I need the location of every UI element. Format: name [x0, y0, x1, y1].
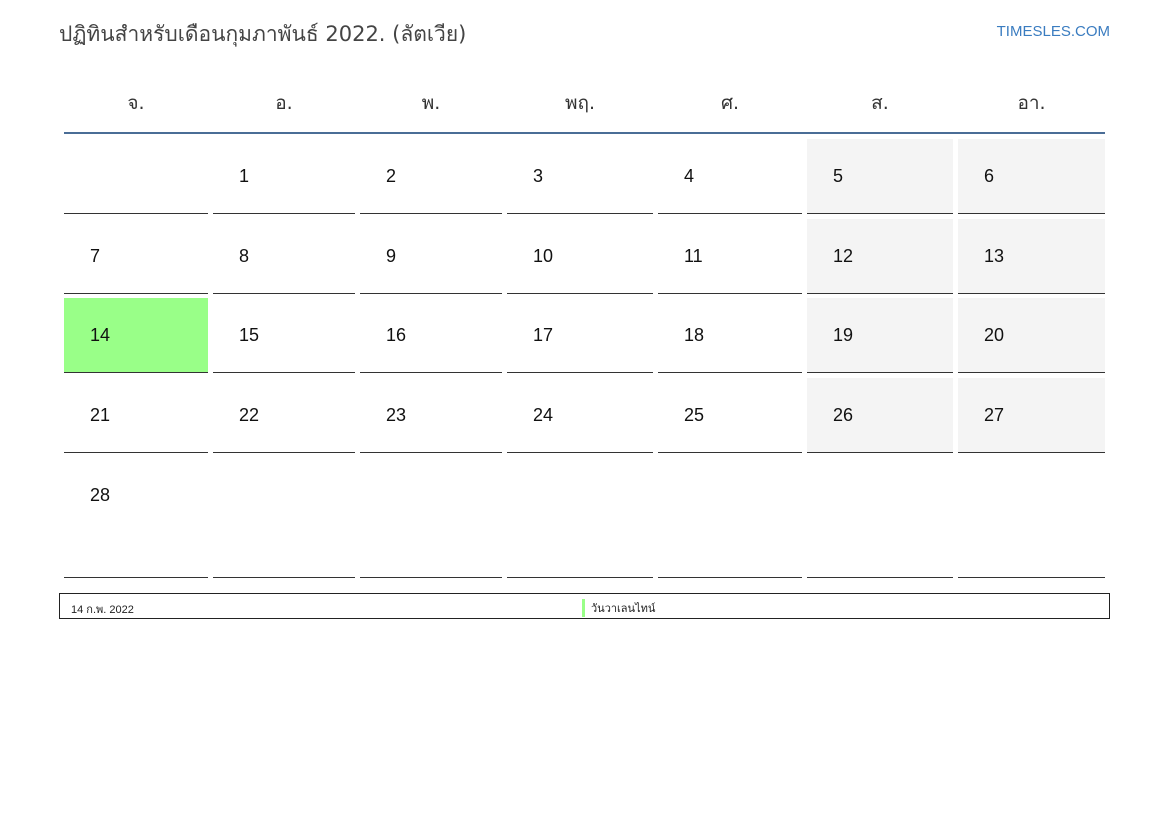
- day-number: 24: [533, 405, 554, 425]
- day-number: 16: [386, 325, 407, 345]
- day-number: 28: [90, 485, 111, 505]
- day-cell[interactable]: 8: [213, 219, 355, 294]
- weekday-header: อา.: [1017, 92, 1046, 114]
- day-cell[interactable]: 13: [958, 219, 1105, 294]
- day-number: 1: [239, 166, 250, 186]
- weekday-header: พ.: [421, 92, 441, 114]
- day-number: 6: [984, 166, 995, 186]
- day-cell[interactable]: 25: [658, 378, 802, 453]
- day-number: 18: [684, 325, 705, 345]
- legend-holiday: วันวาเลนไทน์: [582, 599, 655, 617]
- day-cell[interactable]: 9: [360, 219, 502, 294]
- day-number: 27: [984, 405, 1005, 425]
- day-cell[interactable]: 27: [958, 378, 1105, 453]
- day-number: 9: [386, 246, 397, 266]
- day-cell[interactable]: 26: [807, 378, 953, 453]
- day-cell[interactable]: 23: [360, 378, 502, 453]
- day-number: 10: [533, 246, 554, 266]
- day-cell[interactable]: 22: [213, 378, 355, 453]
- day-cell[interactable]: 19: [807, 298, 953, 373]
- day-cell[interactable]: 3: [507, 139, 653, 214]
- day-cell: [64, 139, 208, 214]
- day-cell[interactable]: 17: [507, 298, 653, 373]
- day-cell[interactable]: 10: [507, 219, 653, 294]
- day-number: 3: [533, 166, 544, 186]
- day-number: 2: [386, 166, 397, 186]
- weekday-header: พฤ.: [564, 92, 596, 114]
- day-number: 20: [984, 325, 1005, 345]
- day-number: 13: [984, 246, 1005, 266]
- day-cell[interactable]: 2: [360, 139, 502, 214]
- day-cell[interactable]: 12: [807, 219, 953, 294]
- day-cell[interactable]: 21: [64, 378, 208, 453]
- brand-link[interactable]: TIMESLES.COM: [996, 23, 1110, 40]
- day-cell[interactable]: 5: [807, 139, 953, 214]
- day-cell[interactable]: 15: [213, 298, 355, 373]
- day-cell[interactable]: 6: [958, 139, 1105, 214]
- day-cell: [658, 458, 802, 578]
- day-cell[interactable]: 7: [64, 219, 208, 294]
- day-number: 7: [90, 246, 101, 266]
- day-number: 25: [684, 405, 705, 425]
- day-cell: [507, 458, 653, 578]
- weekday-header: อ.: [275, 92, 293, 114]
- page-title: ปฏิทินสำหรับเดือนกุมภาพันธ์ 2022. (ลัตเว…: [59, 22, 467, 46]
- day-number: 12: [833, 246, 854, 266]
- day-cell[interactable]: 11: [658, 219, 802, 294]
- legend: 14 ก.พ. 2022 วันวาเลนไทน์: [59, 593, 1110, 619]
- day-number: 17: [533, 325, 554, 345]
- day-cell[interactable]: 1: [213, 139, 355, 214]
- day-number: 15: [239, 325, 260, 345]
- day-number: 23: [386, 405, 407, 425]
- header-divider: [64, 132, 1105, 134]
- day-number: 11: [684, 246, 703, 266]
- weekday-header: ศ.: [720, 92, 740, 114]
- day-cell: [807, 458, 953, 578]
- day-cell[interactable]: 18: [658, 298, 802, 373]
- day-cell[interactable]: 24: [507, 378, 653, 453]
- day-number: 19: [833, 325, 854, 345]
- weekday-header: ส.: [871, 92, 889, 114]
- day-cell: [360, 458, 502, 578]
- legend-date: 14 ก.พ. 2022: [71, 604, 134, 616]
- day-number: 8: [239, 246, 250, 266]
- day-number: 22: [239, 405, 260, 425]
- day-cell: [958, 458, 1105, 578]
- day-cell[interactable]: 28: [64, 458, 208, 578]
- day-cell[interactable]: 14: [64, 298, 208, 373]
- day-cell: [213, 458, 355, 578]
- day-number: 4: [684, 166, 695, 186]
- day-number: 14: [90, 325, 111, 345]
- day-cell[interactable]: 20: [958, 298, 1105, 373]
- weekday-header: จ.: [127, 92, 145, 114]
- day-cell[interactable]: 16: [360, 298, 502, 373]
- day-number: 21: [90, 405, 111, 425]
- day-number: 5: [833, 166, 844, 186]
- day-cell[interactable]: 4: [658, 139, 802, 214]
- day-number: 26: [833, 405, 854, 425]
